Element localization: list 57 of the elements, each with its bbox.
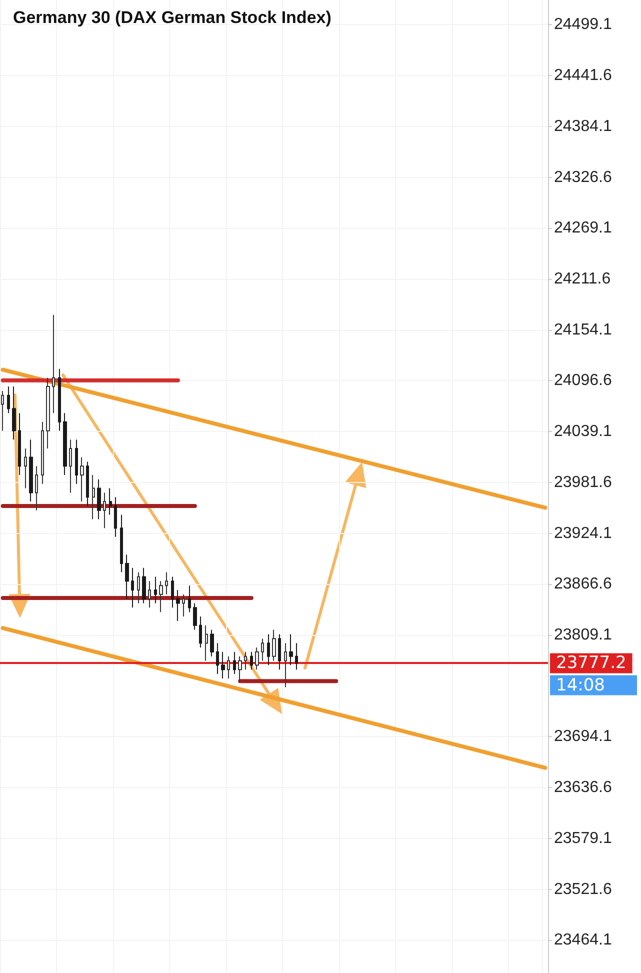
candlestick — [255, 646, 259, 670]
candlestick — [120, 514, 123, 573]
y-tick-label: 23464.1 — [554, 932, 612, 949]
candlestick — [12, 386, 16, 440]
y-tick-label: 23866.6 — [554, 576, 612, 593]
candlestick — [171, 576, 174, 608]
candlestick — [188, 585, 191, 613]
y-tick-label: 23809.1 — [554, 626, 612, 644]
candlestick — [233, 651, 236, 675]
y-tick-label: 23636.6 — [554, 779, 612, 796]
candlestick — [221, 651, 225, 679]
y-tick-label: 23924.1 — [554, 524, 612, 542]
candlestick — [75, 439, 78, 484]
candlestick — [131, 567, 134, 608]
y-tick-label: 24441.6 — [554, 67, 612, 84]
candlestick — [142, 567, 146, 604]
candlestick — [182, 594, 185, 618]
candlestick — [176, 589, 180, 622]
candlestick — [29, 439, 33, 502]
ref-line-label: 23777.2 — [556, 653, 626, 674]
candlestick — [97, 478, 101, 520]
candlestick — [18, 412, 21, 476]
y-tick-label: 23981.6 — [554, 474, 612, 491]
candlestick — [250, 651, 253, 670]
candlestick — [58, 368, 61, 432]
text: 14:08 — [556, 676, 605, 696]
candlestick — [278, 634, 281, 670]
candlestick — [86, 461, 89, 506]
candlestick — [109, 488, 112, 516]
candlestick — [244, 651, 247, 670]
candlestick — [261, 638, 264, 662]
candlestick — [238, 656, 242, 684]
candlestick — [295, 642, 298, 670]
candlestick — [289, 634, 293, 666]
candlestick — [7, 386, 10, 414]
candlestick — [199, 616, 202, 648]
candlestick — [103, 492, 106, 529]
y-tick-label: 24211.6 — [554, 270, 611, 288]
candlestick — [210, 629, 214, 657]
candlestick — [114, 496, 117, 538]
candlestick — [216, 642, 219, 675]
candlestick — [193, 602, 197, 630]
y-tick-label: 24096.6 — [554, 372, 612, 390]
candlestick — [63, 412, 67, 476]
candlestick — [267, 634, 270, 666]
y-tick-label: 24384.1 — [554, 118, 612, 135]
text: Germany 30 (DAX German Stock Index) — [13, 8, 332, 27]
y-tick-label: 24269.1 — [554, 220, 612, 237]
y-tick-label: 23579.1 — [554, 830, 612, 847]
y-tick-label: 24154.1 — [554, 321, 612, 338]
y-tick-label: 24499.1 — [554, 16, 612, 34]
y-tick-label: 23694.1 — [554, 728, 612, 746]
candlestick — [125, 554, 129, 600]
y-tick-label: 23521.6 — [554, 880, 612, 898]
y-tick-label: 24039.1 — [554, 423, 612, 440]
y-tick-label: 24326.6 — [554, 168, 612, 186]
candlestick — [154, 576, 157, 604]
